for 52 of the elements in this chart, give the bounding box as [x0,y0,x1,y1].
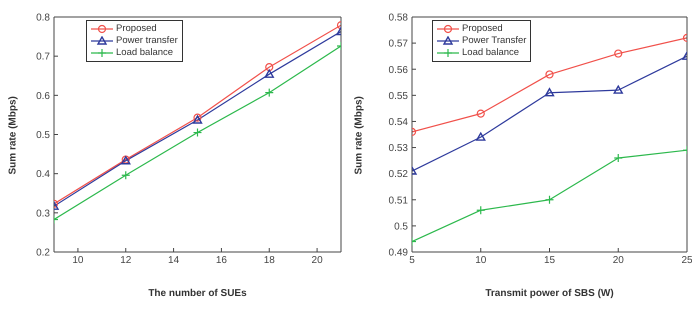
x-tick-label: 10 [475,255,487,266]
x-tick-label: 16 [216,255,228,266]
point [476,132,486,141]
legend-label: Load balance [462,47,520,59]
x-tick-label: 14 [168,255,180,266]
y-tick-label: 0.4 [36,169,50,180]
y-tick-label: 0.49 [388,248,408,259]
point [264,69,274,78]
x-tick-label: 5 [409,255,416,266]
y-tick-label: 0.6 [36,90,50,102]
point [614,85,623,94]
x-tick-label: 20 [312,255,324,266]
y-tick-label: 0.51 [388,195,408,206]
x-tick-label: 15 [544,255,556,266]
point [476,206,486,215]
y-tick-label: 0.56 [388,64,408,76]
point [545,70,554,79]
y-tick-label: 0.57 [388,38,408,50]
point [121,170,130,180]
legend-label: Proposed [462,23,503,35]
point [264,88,274,98]
y-tick-label: 0.5 [36,130,50,142]
x-tick-label: 25 [681,255,692,266]
point [614,153,623,163]
y-tick-label: 0.53 [388,143,408,154]
y-tick-label: 0.8 [36,12,50,24]
y-tick-label: 0.2 [36,248,50,259]
point [265,63,274,72]
point [544,88,554,96]
legend-label: Power Transfer [462,35,526,47]
legend-label: Proposed [116,23,157,35]
y-tick-label: 0.58 [388,12,408,24]
x-axis-title: Transmit power of SBS (W) [485,288,614,299]
legend-label: Load balance [116,47,174,59]
y-tick-label: 0.5 [394,221,408,232]
y-tick-label: 0.52 [388,169,408,180]
legend-label: Power transfer [116,35,178,47]
x-tick-label: 12 [120,255,132,266]
x-axis-title: The number of SUEs [148,288,248,299]
y-tick-label: 0.55 [388,90,408,102]
point [192,128,202,138]
point [476,110,485,118]
y-tick-label: 0.54 [388,116,408,128]
x-tick-label: 20 [612,255,624,266]
point [614,49,622,58]
x-tick-label: 10 [72,255,84,266]
y-tick-label: 0.7 [36,52,50,63]
y-tick-label: 0.3 [36,208,50,220]
y-axis-title: Sum rate (Mbps) [8,96,19,174]
point [544,195,554,204]
x-tick-label: 18 [264,255,276,266]
y-axis-title: Sum rate (Mbps) [354,96,365,174]
